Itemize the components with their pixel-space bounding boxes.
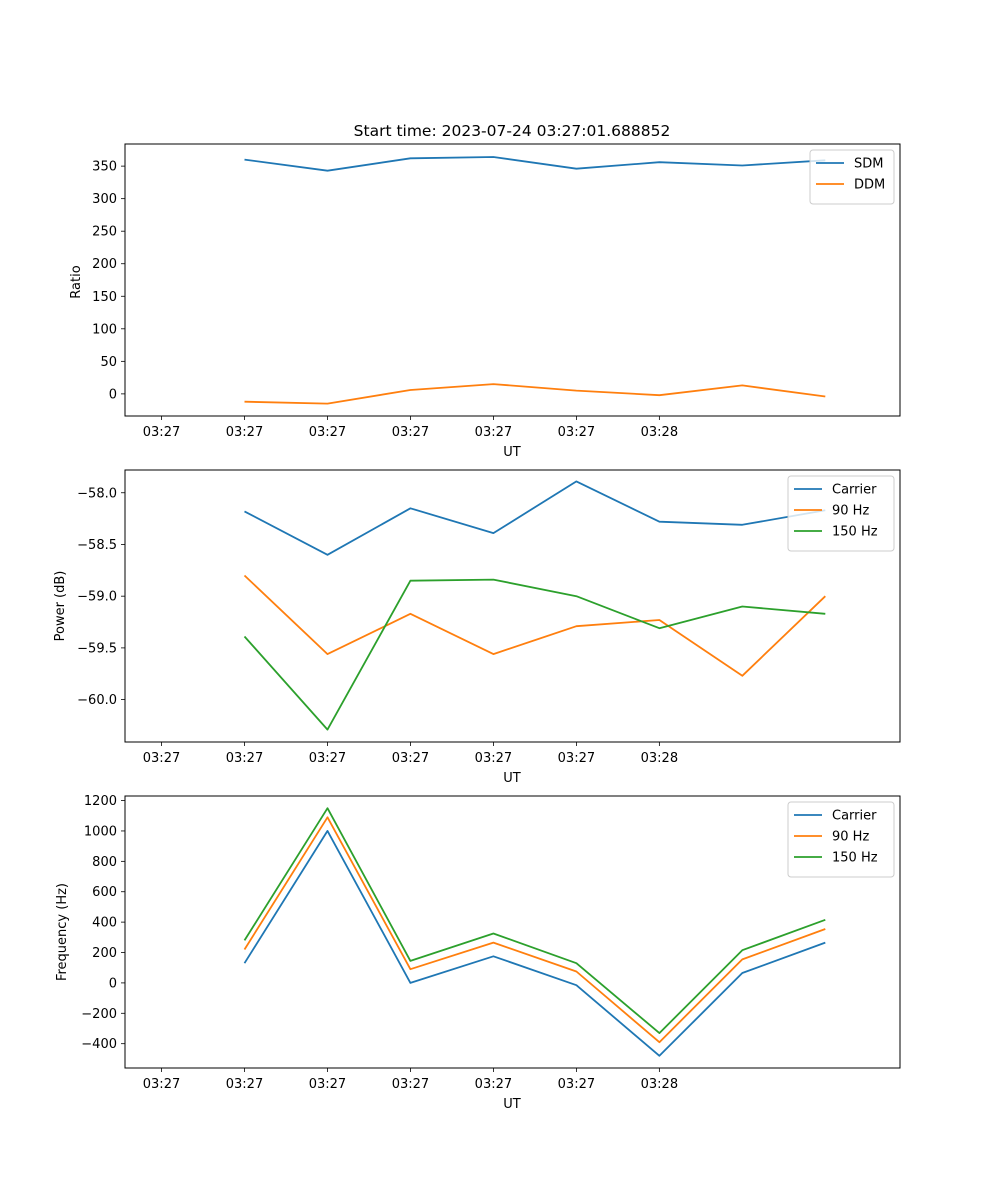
ratio-panel: Start time: 2023-07-24 03:27:01.688852 U…	[69, 122, 901, 460]
axes-frame	[124, 795, 901, 1069]
legend: Carrier 90 Hz 150 Hz	[787, 801, 895, 878]
series-line-carrier	[244, 480, 826, 556]
legend-frame	[787, 801, 895, 878]
x-tick-label: 03:27	[143, 425, 180, 440]
y-tick-label: 50	[100, 355, 117, 370]
x-tick-label: 03:27	[558, 751, 595, 766]
y-tick-label: 800	[92, 855, 117, 870]
legend-frame	[787, 475, 895, 552]
x-tick-label: 03:28	[641, 425, 678, 440]
y-tick-label: 100	[92, 322, 117, 337]
y-tick-label: 600	[92, 885, 117, 900]
frequency-panel: UT Frequency (Hz) 03:27 03:27 03:27 03:27 03…	[55, 794, 901, 1112]
x-tick-label: 03:27	[475, 1077, 512, 1092]
legend-label: Carrier	[832, 809, 877, 824]
y-tick-label: −58.0	[77, 486, 117, 501]
series-line-90-hz	[243, 574, 826, 677]
series-line-90-hz	[243, 816, 826, 1044]
y-tick-label: −200	[81, 1007, 117, 1022]
legend-label: SDM	[854, 157, 883, 172]
legend: SDM DDM	[809, 149, 895, 205]
x-axis-label: UT	[503, 771, 521, 786]
axes-frame	[124, 143, 901, 417]
y-tick-label: −59.0	[77, 590, 117, 605]
x-tick-label: 03:27	[143, 1077, 180, 1092]
legend-label: 150 Hz	[832, 851, 878, 866]
power-panel: UT Power (dB) 03:27 03:27 03:27 03:27 03:27 0…	[53, 469, 901, 786]
y-tick-label: −59.5	[77, 641, 117, 656]
x-tick-label: 03:27	[309, 425, 346, 440]
legend-label: Carrier	[832, 483, 877, 498]
legend-label: 150 Hz	[832, 525, 878, 540]
series-line-150-hz	[243, 578, 826, 731]
series-line-ddm	[244, 383, 826, 405]
x-tick-label: 03:27	[309, 751, 346, 766]
legend-label: 90 Hz	[832, 504, 869, 519]
series-line-carrier	[243, 830, 826, 1057]
y-tick-label: 1200	[84, 794, 117, 809]
y-tick-label: −58.5	[77, 538, 117, 553]
x-tick-label: 03:27	[226, 1077, 263, 1092]
y-tick-label: 200	[92, 257, 117, 272]
y-tick-label: 0	[109, 387, 117, 402]
x-tick-label: 03:27	[143, 751, 180, 766]
x-tick-label: 03:27	[475, 751, 512, 766]
x-tick-label: 03:27	[226, 425, 263, 440]
chart-title: Start time: 2023-07-24 03:27:01.688852	[354, 122, 671, 140]
y-tick-label: 200	[92, 946, 117, 961]
y-tick-label: 350	[92, 160, 117, 175]
y-tick-label: 400	[92, 916, 117, 931]
y-tick-label: −400	[81, 1037, 117, 1052]
legend-label: 90 Hz	[832, 830, 869, 845]
x-tick-label: 03:27	[392, 751, 429, 766]
y-axis-label: Power (dB)	[53, 571, 68, 642]
y-tick-label: −60.0	[77, 693, 117, 708]
x-tick-label: 03:27	[558, 425, 595, 440]
y-tick-label: 0	[109, 976, 117, 991]
x-tick-label: 03:27	[392, 1077, 429, 1092]
x-tick-label: 03:27	[226, 751, 263, 766]
axes-frame	[124, 469, 901, 743]
legend-label: DDM	[854, 178, 885, 193]
series-line-sdm	[244, 156, 826, 172]
x-axis-label: UT	[503, 1097, 521, 1112]
y-tick-label: 150	[92, 290, 117, 305]
y-axis-label: Ratio	[69, 265, 84, 298]
y-tick-label: 1000	[84, 824, 117, 839]
x-tick-label: 03:28	[641, 751, 678, 766]
y-axis-label: Frequency (Hz)	[55, 883, 70, 981]
x-tick-label: 03:27	[558, 1077, 595, 1092]
y-tick-label: 300	[92, 192, 117, 207]
x-tick-label: 03:28	[641, 1077, 678, 1092]
x-axis-label: UT	[503, 445, 521, 460]
legend: Carrier 90 Hz 150 Hz	[787, 475, 895, 552]
x-tick-label: 03:27	[392, 425, 429, 440]
x-tick-label: 03:27	[309, 1077, 346, 1092]
y-tick-label: 250	[92, 225, 117, 240]
x-tick-label: 03:27	[475, 425, 512, 440]
series-line-150-hz	[243, 807, 826, 1034]
